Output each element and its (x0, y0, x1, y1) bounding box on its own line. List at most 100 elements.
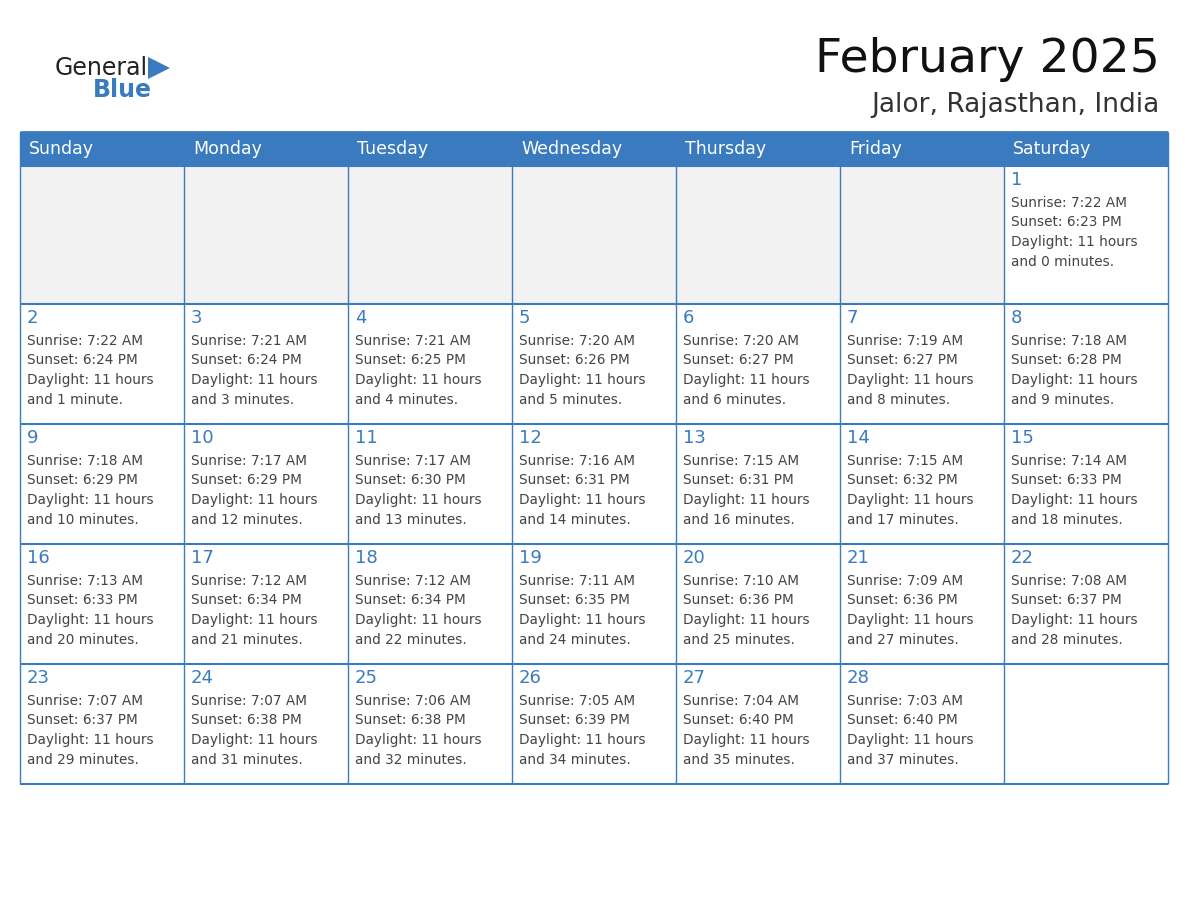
Text: 8: 8 (1011, 309, 1023, 327)
Bar (676, 304, 840, 424)
Text: 26: 26 (519, 669, 542, 687)
Text: 16: 16 (27, 549, 50, 567)
Text: Sunrise: 7:03 AM
Sunset: 6:40 PM
Daylight: 11 hours
and 37 minutes.: Sunrise: 7:03 AM Sunset: 6:40 PM Dayligh… (847, 694, 974, 767)
Text: 3: 3 (191, 309, 202, 327)
Bar (840, 544, 1004, 664)
Bar (840, 166, 1004, 304)
Bar (1004, 664, 1168, 784)
Text: Sunrise: 7:13 AM
Sunset: 6:33 PM
Daylight: 11 hours
and 20 minutes.: Sunrise: 7:13 AM Sunset: 6:33 PM Dayligh… (27, 574, 153, 646)
Text: Sunrise: 7:18 AM
Sunset: 6:28 PM
Daylight: 11 hours
and 9 minutes.: Sunrise: 7:18 AM Sunset: 6:28 PM Dayligh… (1011, 334, 1138, 407)
Bar (676, 166, 840, 304)
Bar (20, 664, 184, 784)
Text: Sunrise: 7:12 AM
Sunset: 6:34 PM
Daylight: 11 hours
and 21 minutes.: Sunrise: 7:12 AM Sunset: 6:34 PM Dayligh… (191, 574, 317, 646)
Bar (676, 544, 840, 664)
Bar (512, 166, 676, 304)
Text: Sunrise: 7:07 AM
Sunset: 6:38 PM
Daylight: 11 hours
and 31 minutes.: Sunrise: 7:07 AM Sunset: 6:38 PM Dayligh… (191, 694, 317, 767)
Text: 28: 28 (847, 669, 870, 687)
Text: 10: 10 (191, 429, 214, 447)
Text: 18: 18 (355, 549, 378, 567)
Text: 15: 15 (1011, 429, 1034, 447)
Text: Blue: Blue (93, 78, 152, 102)
Text: 11: 11 (355, 429, 378, 447)
Text: 23: 23 (27, 669, 50, 687)
Bar (20, 304, 184, 424)
Text: Sunrise: 7:17 AM
Sunset: 6:29 PM
Daylight: 11 hours
and 12 minutes.: Sunrise: 7:17 AM Sunset: 6:29 PM Dayligh… (191, 454, 317, 527)
Bar (348, 664, 512, 784)
Text: 25: 25 (355, 669, 378, 687)
Text: 12: 12 (519, 429, 542, 447)
Bar (512, 424, 676, 544)
Text: 13: 13 (683, 429, 706, 447)
Bar (20, 424, 184, 544)
Text: Sunrise: 7:07 AM
Sunset: 6:37 PM
Daylight: 11 hours
and 29 minutes.: Sunrise: 7:07 AM Sunset: 6:37 PM Dayligh… (27, 694, 153, 767)
Text: 24: 24 (191, 669, 214, 687)
Text: Sunrise: 7:20 AM
Sunset: 6:26 PM
Daylight: 11 hours
and 5 minutes.: Sunrise: 7:20 AM Sunset: 6:26 PM Dayligh… (519, 334, 645, 407)
Text: Sunrise: 7:06 AM
Sunset: 6:38 PM
Daylight: 11 hours
and 32 minutes.: Sunrise: 7:06 AM Sunset: 6:38 PM Dayligh… (355, 694, 481, 767)
Polygon shape (148, 57, 170, 79)
Bar (184, 664, 348, 784)
Text: 2: 2 (27, 309, 38, 327)
Text: Sunday: Sunday (29, 140, 94, 158)
Text: 6: 6 (683, 309, 694, 327)
Text: 1: 1 (1011, 171, 1023, 189)
Bar (184, 166, 348, 304)
Text: 19: 19 (519, 549, 542, 567)
Bar (676, 664, 840, 784)
Text: Sunrise: 7:18 AM
Sunset: 6:29 PM
Daylight: 11 hours
and 10 minutes.: Sunrise: 7:18 AM Sunset: 6:29 PM Dayligh… (27, 454, 153, 527)
Bar (184, 304, 348, 424)
Text: 4: 4 (355, 309, 367, 327)
Bar (512, 664, 676, 784)
Bar (1004, 166, 1168, 304)
Text: Jalor, Rajasthan, India: Jalor, Rajasthan, India (872, 92, 1159, 118)
Bar (840, 304, 1004, 424)
Text: 7: 7 (847, 309, 859, 327)
Text: General: General (55, 56, 148, 80)
Bar (348, 304, 512, 424)
Text: Sunrise: 7:20 AM
Sunset: 6:27 PM
Daylight: 11 hours
and 6 minutes.: Sunrise: 7:20 AM Sunset: 6:27 PM Dayligh… (683, 334, 810, 407)
Bar (20, 544, 184, 664)
Text: Sunrise: 7:12 AM
Sunset: 6:34 PM
Daylight: 11 hours
and 22 minutes.: Sunrise: 7:12 AM Sunset: 6:34 PM Dayligh… (355, 574, 481, 646)
Text: Sunrise: 7:11 AM
Sunset: 6:35 PM
Daylight: 11 hours
and 24 minutes.: Sunrise: 7:11 AM Sunset: 6:35 PM Dayligh… (519, 574, 645, 646)
Bar (184, 424, 348, 544)
Text: Sunrise: 7:16 AM
Sunset: 6:31 PM
Daylight: 11 hours
and 14 minutes.: Sunrise: 7:16 AM Sunset: 6:31 PM Dayligh… (519, 454, 645, 527)
Bar (348, 544, 512, 664)
Text: 14: 14 (847, 429, 870, 447)
Bar (20, 132, 1168, 166)
Bar (1004, 544, 1168, 664)
Bar (512, 304, 676, 424)
Bar (1004, 424, 1168, 544)
Text: Tuesday: Tuesday (358, 140, 428, 158)
Text: Monday: Monday (192, 140, 261, 158)
Bar (1004, 304, 1168, 424)
Text: Sunrise: 7:05 AM
Sunset: 6:39 PM
Daylight: 11 hours
and 34 minutes.: Sunrise: 7:05 AM Sunset: 6:39 PM Dayligh… (519, 694, 645, 767)
Text: 17: 17 (191, 549, 214, 567)
Text: 22: 22 (1011, 549, 1034, 567)
Text: 5: 5 (519, 309, 531, 327)
Bar (348, 424, 512, 544)
Bar (348, 166, 512, 304)
Text: 21: 21 (847, 549, 870, 567)
Text: February 2025: February 2025 (815, 38, 1159, 83)
Text: Sunrise: 7:09 AM
Sunset: 6:36 PM
Daylight: 11 hours
and 27 minutes.: Sunrise: 7:09 AM Sunset: 6:36 PM Dayligh… (847, 574, 974, 646)
Text: Sunrise: 7:15 AM
Sunset: 6:32 PM
Daylight: 11 hours
and 17 minutes.: Sunrise: 7:15 AM Sunset: 6:32 PM Dayligh… (847, 454, 974, 527)
Bar (184, 544, 348, 664)
Text: 27: 27 (683, 669, 706, 687)
Text: Sunrise: 7:21 AM
Sunset: 6:25 PM
Daylight: 11 hours
and 4 minutes.: Sunrise: 7:21 AM Sunset: 6:25 PM Dayligh… (355, 334, 481, 407)
Text: 9: 9 (27, 429, 38, 447)
Bar (840, 424, 1004, 544)
Text: Sunrise: 7:14 AM
Sunset: 6:33 PM
Daylight: 11 hours
and 18 minutes.: Sunrise: 7:14 AM Sunset: 6:33 PM Dayligh… (1011, 454, 1138, 527)
Text: Wednesday: Wednesday (522, 140, 623, 158)
Bar (20, 166, 184, 304)
Text: 20: 20 (683, 549, 706, 567)
Bar (840, 664, 1004, 784)
Bar (512, 544, 676, 664)
Text: Sunrise: 7:22 AM
Sunset: 6:24 PM
Daylight: 11 hours
and 1 minute.: Sunrise: 7:22 AM Sunset: 6:24 PM Dayligh… (27, 334, 153, 407)
Text: Sunrise: 7:19 AM
Sunset: 6:27 PM
Daylight: 11 hours
and 8 minutes.: Sunrise: 7:19 AM Sunset: 6:27 PM Dayligh… (847, 334, 974, 407)
Text: Thursday: Thursday (685, 140, 766, 158)
Text: Saturday: Saturday (1013, 140, 1092, 158)
Text: Sunrise: 7:15 AM
Sunset: 6:31 PM
Daylight: 11 hours
and 16 minutes.: Sunrise: 7:15 AM Sunset: 6:31 PM Dayligh… (683, 454, 810, 527)
Text: Sunrise: 7:21 AM
Sunset: 6:24 PM
Daylight: 11 hours
and 3 minutes.: Sunrise: 7:21 AM Sunset: 6:24 PM Dayligh… (191, 334, 317, 407)
Text: Sunrise: 7:08 AM
Sunset: 6:37 PM
Daylight: 11 hours
and 28 minutes.: Sunrise: 7:08 AM Sunset: 6:37 PM Dayligh… (1011, 574, 1138, 646)
Bar (676, 424, 840, 544)
Text: Sunrise: 7:04 AM
Sunset: 6:40 PM
Daylight: 11 hours
and 35 minutes.: Sunrise: 7:04 AM Sunset: 6:40 PM Dayligh… (683, 694, 810, 767)
